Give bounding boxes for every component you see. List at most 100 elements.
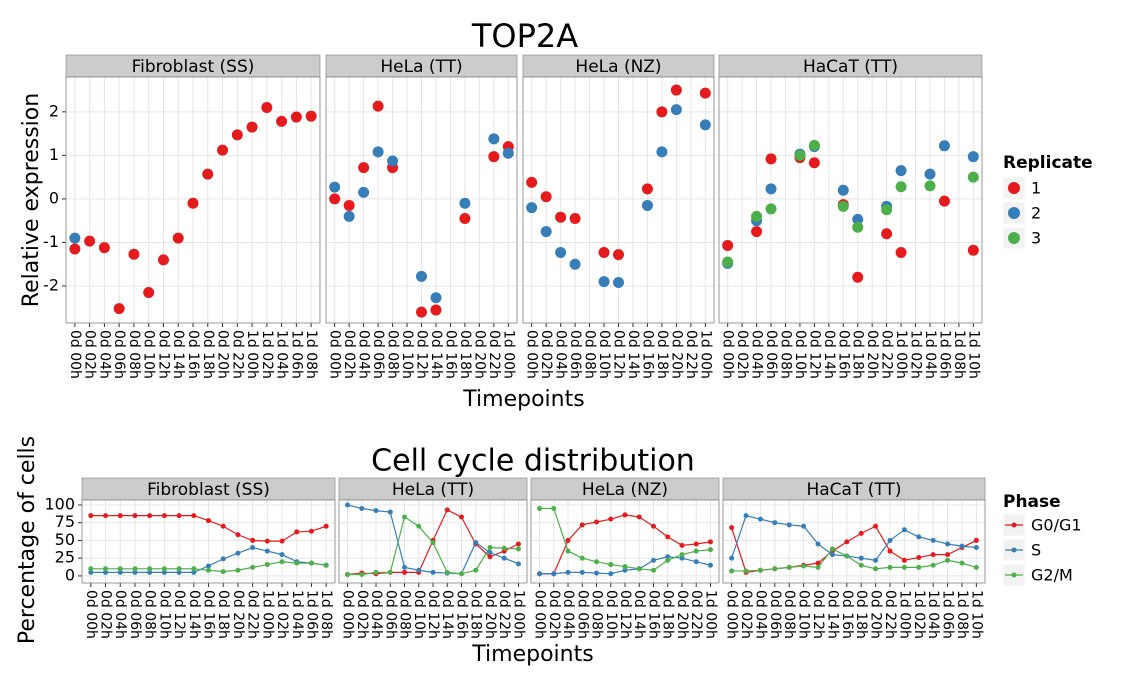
x-tick-label: 1d 00h (697, 330, 713, 379)
point (608, 562, 614, 568)
y-tick-label: 0 (65, 565, 75, 584)
x-tick-label: 0d 04h (560, 590, 576, 639)
point (176, 569, 182, 575)
point (555, 246, 567, 258)
point (707, 562, 713, 568)
point (220, 569, 226, 575)
point (622, 512, 628, 518)
x-tick-label: 1d 04h (289, 590, 305, 639)
point (88, 566, 94, 572)
point (608, 516, 614, 522)
point (881, 228, 893, 240)
point (656, 106, 668, 118)
point (887, 548, 893, 554)
point (901, 557, 907, 563)
point (613, 249, 624, 261)
x-tick-label: 0d 22h (688, 590, 704, 639)
point (873, 523, 879, 529)
point (665, 557, 671, 563)
x-tick-label: 0d 16h (639, 330, 655, 379)
point (459, 197, 471, 209)
x-tick-label: 0d 20h (471, 330, 487, 379)
point (246, 121, 258, 133)
x-tick-label: 0d 08h (582, 330, 598, 379)
x-tick-label: 0d 12h (611, 330, 627, 379)
strip-label: Fibroblast (SS) (147, 480, 270, 500)
x-tick-label: 0d 18h (654, 330, 670, 379)
chart-title: TOP2A (471, 17, 578, 55)
x-tick-label: 0d 00h (532, 590, 548, 639)
point (650, 567, 656, 573)
x-tick-label: 0d 06h (382, 590, 398, 639)
point (973, 564, 979, 570)
x-tick-label: 0d 02h (538, 330, 554, 379)
legend-label: G0/G1 (1031, 516, 1082, 535)
point (250, 545, 256, 551)
y-tick-label: 25 (55, 548, 75, 567)
point (473, 540, 479, 546)
point (387, 509, 393, 515)
point (488, 133, 500, 145)
x-tick-label: 0d 02h (354, 590, 370, 639)
point (967, 244, 979, 256)
x-tick-label: 0d 02h (734, 330, 750, 379)
point (757, 516, 763, 522)
point (765, 183, 777, 195)
point (641, 199, 653, 211)
y-tick-label: -2 (43, 275, 59, 294)
point (693, 541, 699, 547)
point (565, 569, 571, 575)
point (430, 292, 442, 304)
point (938, 195, 950, 207)
point (308, 560, 314, 566)
point (279, 559, 285, 565)
x-tick-label: 1d 06h (936, 330, 952, 379)
x-tick-label: 1d 04h (274, 330, 290, 379)
point (172, 232, 184, 244)
x-tick-label: 0d 20h (215, 330, 231, 379)
x-tick-label: 0d 14h (625, 330, 641, 379)
point (98, 242, 110, 254)
x-tick-label: 0d 04h (749, 330, 765, 379)
point (670, 84, 682, 96)
point (537, 571, 543, 577)
x-tick-label: 0d 12h (810, 590, 826, 639)
point (930, 562, 936, 568)
point (176, 566, 182, 572)
x-tick-label: 0d 18h (660, 590, 676, 639)
x-tick-label: 0d 00h (720, 330, 736, 379)
point (930, 552, 936, 558)
legend-symbol (1011, 547, 1017, 553)
point (459, 213, 471, 225)
x-tick-label: 0d 14h (170, 330, 186, 379)
point (387, 569, 393, 575)
point (858, 530, 864, 536)
point (143, 287, 155, 299)
point (402, 569, 408, 575)
point (693, 548, 699, 554)
point (202, 168, 214, 180)
legend-symbol (1008, 207, 1020, 219)
x-tick-label: 0d 22h (229, 330, 245, 379)
point (579, 555, 585, 561)
x-tick-label: 0d 20h (482, 590, 498, 639)
point (622, 564, 628, 570)
panel-border (65, 76, 321, 324)
x-tick-label: 1d 02h (911, 590, 927, 639)
x-tick-label: 0d 08h (777, 330, 793, 379)
point (444, 507, 450, 513)
point (707, 539, 713, 545)
x-tick-label: 0d 08h (385, 330, 401, 379)
point (132, 566, 138, 572)
point (967, 151, 979, 163)
point (147, 566, 153, 572)
point (88, 569, 94, 575)
x-tick-label: 0d 22h (496, 590, 512, 639)
point (147, 513, 153, 519)
point (343, 199, 355, 211)
point (636, 514, 642, 520)
point (565, 537, 571, 543)
x-tick-label: 0d 20h (230, 590, 246, 639)
x-tick-label: 1d 00h (702, 590, 718, 639)
point (973, 545, 979, 551)
